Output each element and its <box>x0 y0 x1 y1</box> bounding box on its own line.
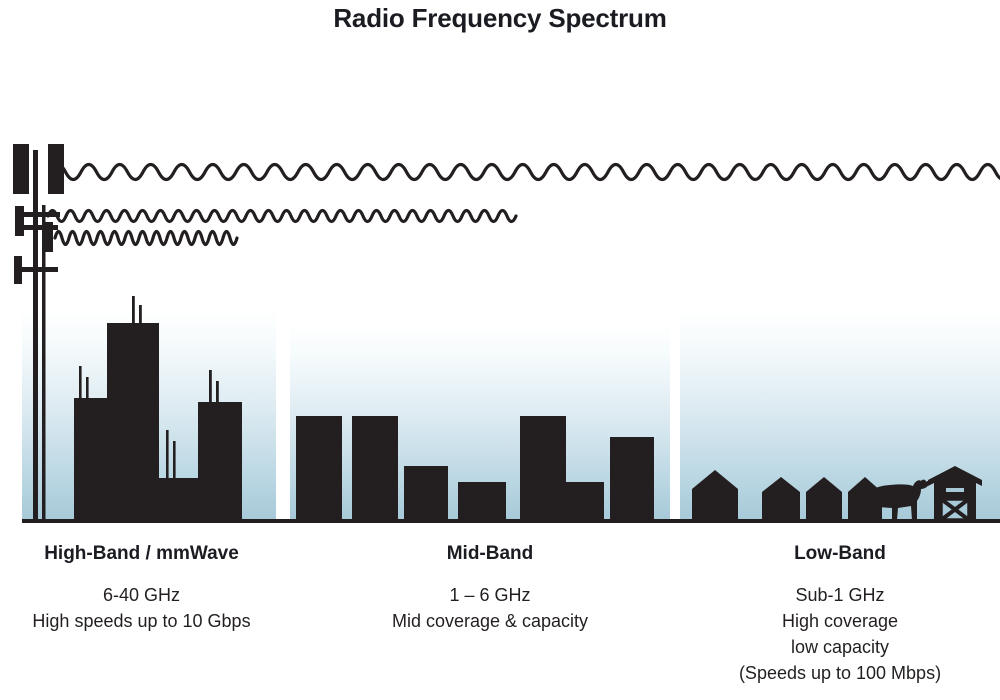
building <box>159 478 201 520</box>
band-detail-line: Sub-1 GHz <box>795 585 885 605</box>
tower-crossbar-lower <box>16 267 58 272</box>
building-spire <box>216 381 219 409</box>
building-spire <box>166 430 169 478</box>
building <box>566 482 604 520</box>
band-title-low: Low-Band <box>794 543 886 564</box>
tower-antenna-panel-left-upper <box>13 144 29 194</box>
tower-mast-right <box>42 205 46 520</box>
high-band-wave <box>53 229 239 247</box>
band-title-mid: Mid-Band <box>446 543 534 564</box>
building <box>520 416 566 520</box>
tower-antenna-panel-right-upper <box>48 144 64 194</box>
rural-scene-low-band <box>692 466 982 522</box>
skyline-mid-band <box>296 416 654 520</box>
band-detail-line: low capacity <box>790 637 890 657</box>
building-spire <box>139 305 142 327</box>
building <box>296 416 342 520</box>
house <box>762 477 800 520</box>
band-detail-line: (Speeds up to 100 Mbps) <box>738 663 942 683</box>
building <box>458 482 506 520</box>
band-title-high: High-Band / mmWave <box>44 543 239 564</box>
building <box>198 402 242 520</box>
tower-crossbar-upper <box>16 212 60 217</box>
building <box>352 416 398 520</box>
band-details-mid: 1 – 6 GHz Mid coverage & capacity <box>300 582 680 634</box>
building-spire <box>86 377 89 401</box>
cell-tower <box>13 144 64 520</box>
building-spire <box>173 441 176 479</box>
page-title: Radio Frequency Spectrum <box>333 3 667 33</box>
caption-mid-band: Mid-Band 1 – 6 GHz Mid coverage & capaci… <box>300 543 680 634</box>
house <box>806 477 842 520</box>
tower-antenna-panel-left-mid <box>15 206 24 236</box>
building-spire <box>209 370 212 408</box>
tower-crossbar-upper2 <box>20 225 58 230</box>
building-spire <box>79 366 82 400</box>
cow-icon <box>860 479 930 520</box>
band-captions: High-Band / mmWave 6-40 GHz High speeds … <box>0 543 1000 700</box>
tower-antenna-panel-left-low <box>14 256 22 284</box>
caption-low-band: Low-Band Sub-1 GHz High coverage low cap… <box>680 543 1000 686</box>
tower-antenna-panel-right-mid <box>44 222 53 252</box>
band-detail-line: 1 – 6 GHz <box>449 585 531 605</box>
mid-band-wave <box>46 208 518 224</box>
spectrum-illustration <box>13 144 1000 523</box>
band-details-low: Sub-1 GHz High coverage low capacity (Sp… <box>680 582 1000 686</box>
tower-mast-left <box>33 150 38 520</box>
band-detail-line: High coverage <box>781 611 899 631</box>
building <box>610 437 654 520</box>
band-details-high: 6-40 GHz High speeds up to 10 Gbps <box>0 582 283 634</box>
caption-high-band: High-Band / mmWave 6-40 GHz High speeds … <box>0 543 283 634</box>
band-detail-line: Mid coverage & capacity <box>391 611 589 631</box>
band-detail-line: 6-40 GHz <box>102 585 181 605</box>
building <box>107 323 159 520</box>
house <box>692 470 738 520</box>
building-spire <box>132 296 135 326</box>
building <box>404 466 448 520</box>
band-detail-line: High speeds up to 10 Gbps <box>32 611 251 631</box>
low-band-wave <box>48 162 1000 182</box>
skyline-high-band <box>74 296 242 520</box>
ground-line <box>22 519 1000 523</box>
